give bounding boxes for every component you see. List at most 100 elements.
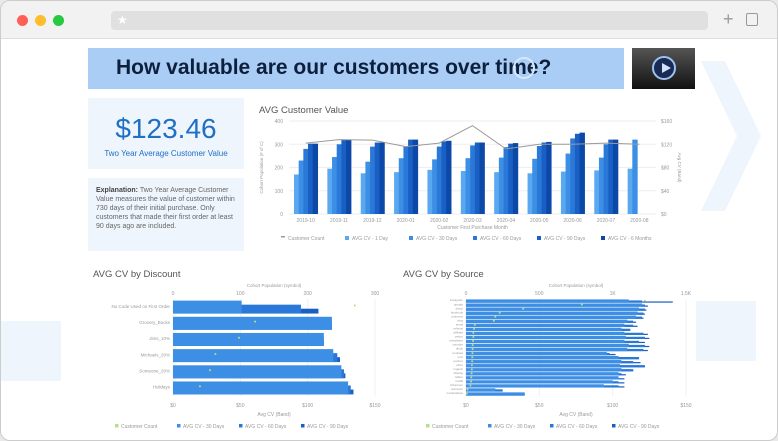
bar-avg-cv-1-day — [394, 172, 400, 214]
customer-count-point — [209, 369, 212, 372]
legend-label: Customer Count — [288, 236, 325, 242]
customer-count-point — [471, 348, 474, 351]
legend-label: Customer Count — [121, 424, 158, 430]
x-tick-label: 2020-08 — [630, 218, 649, 224]
bar-avg-cv-6-months — [512, 143, 519, 214]
x-tick-label: $50 — [535, 403, 544, 409]
legend-swatch — [473, 236, 477, 240]
y-category-label: display — [454, 371, 464, 375]
minimize-button[interactable] — [35, 15, 46, 26]
y-category-label: organic — [453, 367, 463, 371]
bar-avg-cv-90-days — [408, 139, 414, 214]
y-category-label: pinterest — [451, 314, 463, 318]
clock-icon — [513, 57, 535, 79]
customer-count-point — [470, 380, 473, 383]
bar-avg-cv-30-days — [298, 160, 305, 214]
bar-avg-cv-30-days — [173, 381, 349, 395]
bar-avg-cv-90-days — [574, 133, 581, 214]
bar-avg-cv-60-days — [436, 146, 443, 214]
bar-avg-cv-90-days — [308, 143, 314, 214]
legend-swatch — [409, 236, 413, 240]
y-category-label: google — [454, 302, 463, 306]
customer-count-point — [643, 299, 646, 302]
decoration — [1, 321, 61, 381]
bar-avg-cv-6-months — [546, 141, 552, 214]
legend-label: AVG CV - 1 Day — [352, 236, 389, 242]
y2-tick-label: $80 — [661, 166, 670, 172]
legend-label: AVG CV - 90 Days — [307, 424, 349, 430]
y-category-label: No Code Used on First Order — [111, 304, 170, 309]
new-tab-button[interactable]: + — [723, 9, 734, 29]
legend-label: AVG CV - 60 Days — [480, 236, 522, 242]
legend-swatch — [612, 424, 616, 428]
legend-swatch — [601, 236, 605, 240]
bar-avg-cv-30-days — [466, 368, 622, 372]
bar-avg-cv-30-days — [466, 351, 607, 356]
customer-count-point — [469, 384, 472, 387]
bar-avg-cv-60-days — [370, 146, 376, 214]
bar-avg-cv-30-days — [332, 157, 338, 214]
video-thumbnail[interactable] — [632, 48, 695, 89]
x-tick-label: 2020-06 — [563, 218, 582, 224]
x2-tick-label: 0 — [465, 291, 468, 297]
legend-label: AVG CV - 30 Days — [416, 236, 458, 242]
star-icon[interactable]: ★ — [117, 13, 128, 27]
page-title: How valuable are our customers over time… — [116, 56, 552, 79]
bar-avg-cv-30-days — [432, 159, 438, 214]
y-category-label: twitter — [455, 375, 463, 379]
bar-avg-cv-30-days — [173, 300, 242, 314]
bar-avg-cv-30-days — [466, 347, 628, 352]
bar-avg-cv-30-days — [466, 315, 637, 319]
customer-count-point — [471, 360, 474, 363]
y2-tick-label: $160 — [661, 119, 672, 125]
chart-title: AVG Customer Value — [259, 105, 349, 116]
tabs-icon[interactable] — [746, 13, 758, 26]
bar-avg-cv-60-days — [403, 146, 409, 214]
bar-avg-cv-6-months — [612, 139, 619, 214]
kpi-card: $123.46 Two Year Average Customer Value — [88, 98, 244, 169]
x-tick-label: 2020-03 — [463, 218, 482, 224]
close-button[interactable] — [17, 15, 28, 26]
customer-count-point — [472, 331, 475, 334]
kpi-value: $123.46 — [115, 113, 217, 144]
x-axis-label: Customer First Purchase Month — [437, 225, 508, 231]
bar-avg-cv-30-days — [498, 157, 505, 214]
bar-avg-cv-90-days — [508, 143, 514, 214]
bar-avg-cv-30-days — [466, 339, 625, 344]
bar-avg-cv-90-days — [341, 139, 347, 214]
y-category-label: partner — [453, 359, 463, 363]
y-category-label: marketplace — [447, 391, 464, 395]
chart-title: AVG CV by Source — [403, 269, 484, 280]
bar-avg-cv-30-days — [565, 153, 571, 214]
kpi-label: Two Year Average Customer Value — [104, 149, 228, 158]
bar-avg-cv-30-days — [466, 319, 628, 323]
x-tick-label: $50 — [236, 403, 245, 409]
bar-avg-cv-60-days — [603, 144, 609, 214]
x-tick-label: 2020-02 — [430, 218, 449, 224]
y-tick-label: 300 — [275, 142, 284, 148]
x-tick-label: 2019-11 — [330, 218, 348, 224]
maximize-button[interactable] — [53, 15, 64, 26]
bar-avg-cv-60-days — [503, 147, 509, 214]
customer-count-point — [198, 385, 201, 388]
y-category-label: direct — [456, 306, 464, 310]
bar-avg-cv-30-days — [466, 331, 625, 335]
play-icon[interactable] — [652, 56, 676, 80]
customer-count-point — [473, 327, 476, 330]
bar-avg-cv-1-day — [294, 174, 300, 214]
y-category-label: Jims_10% — [149, 336, 170, 341]
bar-avg-cv-1-day — [460, 170, 467, 214]
y-axis-label: Cohort Population (# of C) — [259, 141, 264, 194]
customer-count-point — [580, 303, 583, 306]
legend-swatch — [550, 424, 554, 428]
bar-avg-cv-1-day — [494, 172, 500, 214]
x-axis-label: Avg CV (Band) — [257, 412, 291, 418]
address-bar[interactable]: ★ — [111, 11, 708, 30]
y2-axis-label: Avg CV (Band) — [677, 153, 682, 183]
customer-count-point — [353, 304, 356, 307]
bar-avg-cv-60-days — [570, 138, 576, 214]
bar-avg-cv-6-months — [312, 143, 319, 214]
bar-avg-cv-60-days — [303, 148, 309, 214]
y-category-label: podcast — [452, 351, 463, 355]
